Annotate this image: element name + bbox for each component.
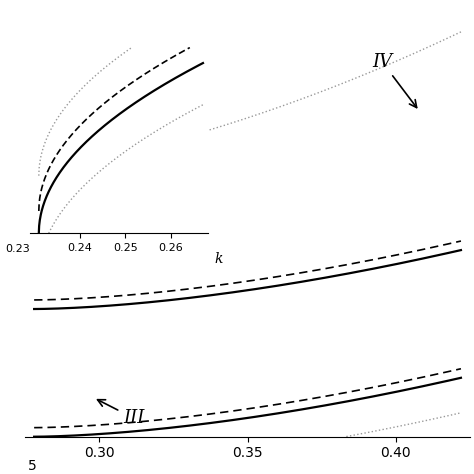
Text: 5: 5 [28, 459, 37, 474]
Text: IV: IV [372, 53, 417, 108]
Text: III: III [98, 400, 145, 427]
